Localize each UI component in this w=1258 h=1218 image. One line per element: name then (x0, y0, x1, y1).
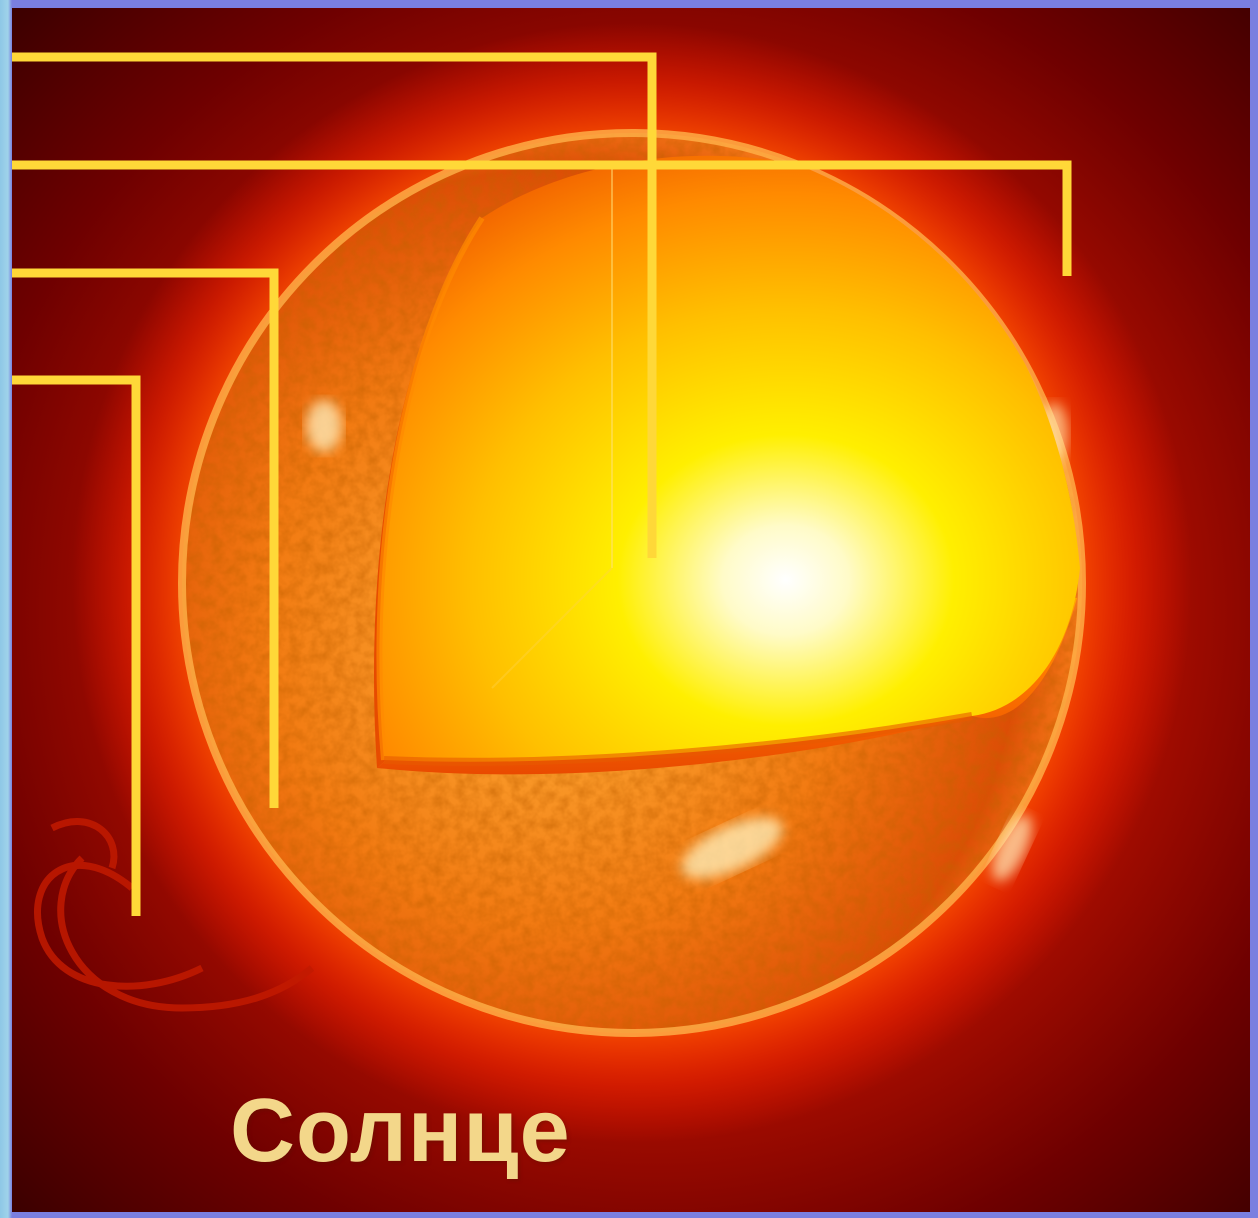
pointer-line-prominence (12, 375, 141, 916)
left-edge-strip (0, 0, 12, 1218)
pointer-line-core (12, 52, 657, 558)
prominence (34, 818, 315, 1012)
pointer-line-photosphere (12, 268, 279, 808)
pointer-lines (12, 52, 1072, 916)
page-title: Солнце (230, 1081, 571, 1181)
cutaway-interior (373, 155, 1080, 775)
pointer-line-corona (12, 160, 1072, 276)
sun-illustration: Солнце (12, 8, 1250, 1212)
